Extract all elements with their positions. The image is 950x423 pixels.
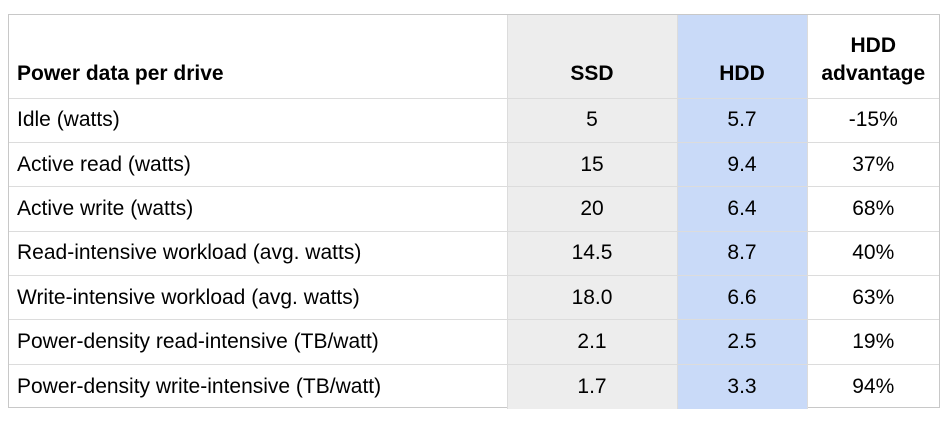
hdd-advantage-value: 63% bbox=[806, 275, 939, 321]
hdd-value: 8.7 bbox=[676, 230, 808, 277]
row-label: Write-intensive workload (avg. watts) bbox=[9, 275, 508, 321]
hdd-advantage-value: 68% bbox=[806, 186, 939, 232]
table-row: Active read (watts) 15 9.4 37% bbox=[9, 141, 939, 188]
hdd-value: 3.3 bbox=[676, 363, 808, 409]
table-row: Power-density write-intensive (TB/watt) … bbox=[9, 363, 939, 409]
hdd-advantage-value: 94% bbox=[806, 363, 939, 409]
table-row: Read-intensive workload (avg. watts) 14.… bbox=[9, 230, 939, 277]
ssd-value: 1.7 bbox=[506, 363, 678, 409]
table-row: Write-intensive workload (avg. watts) 18… bbox=[9, 275, 939, 321]
hdd-value: 5.7 bbox=[676, 97, 808, 143]
table-header-row: Power data per drive SSD HDD HDD advanta… bbox=[9, 15, 939, 99]
hdd-value: 9.4 bbox=[676, 141, 808, 188]
power-data-table-container: Power data per drive SSD HDD HDD advanta… bbox=[8, 14, 940, 409]
hdd-value: 6.6 bbox=[676, 275, 808, 321]
ssd-value: 5 bbox=[506, 97, 678, 143]
hdd-advantage-value: 37% bbox=[806, 141, 939, 188]
hdd-advantage-value: 19% bbox=[806, 319, 939, 365]
ssd-value: 20 bbox=[506, 186, 678, 232]
row-label: Power-density write-intensive (TB/watt) bbox=[9, 363, 508, 409]
ssd-value: 15 bbox=[506, 141, 678, 188]
row-label: Active read (watts) bbox=[9, 141, 508, 188]
header-hdd: HDD bbox=[676, 15, 808, 99]
header-ssd: SSD bbox=[506, 15, 678, 99]
ssd-value: 18.0 bbox=[506, 275, 678, 321]
table-row: Idle (watts) 5 5.7 -15% bbox=[9, 97, 939, 143]
row-label: Idle (watts) bbox=[9, 97, 508, 143]
row-label: Active write (watts) bbox=[9, 186, 508, 232]
header-hdd-advantage: HDD advantage bbox=[806, 15, 939, 99]
table-row: Power-density read-intensive (TB/watt) 2… bbox=[9, 319, 939, 365]
header-power-data-per-drive: Power data per drive bbox=[9, 15, 508, 99]
row-label: Power-density read-intensive (TB/watt) bbox=[9, 319, 508, 365]
hdd-advantage-value: 40% bbox=[806, 230, 939, 277]
hdd-value: 2.5 bbox=[676, 319, 808, 365]
power-data-table: Power data per drive SSD HDD HDD advanta… bbox=[9, 15, 939, 409]
hdd-value: 6.4 bbox=[676, 186, 808, 232]
row-label: Read-intensive workload (avg. watts) bbox=[9, 230, 508, 277]
ssd-value: 14.5 bbox=[506, 230, 678, 277]
table-row: Active write (watts) 20 6.4 68% bbox=[9, 186, 939, 232]
ssd-value: 2.1 bbox=[506, 319, 678, 365]
hdd-advantage-value: -15% bbox=[806, 97, 939, 143]
